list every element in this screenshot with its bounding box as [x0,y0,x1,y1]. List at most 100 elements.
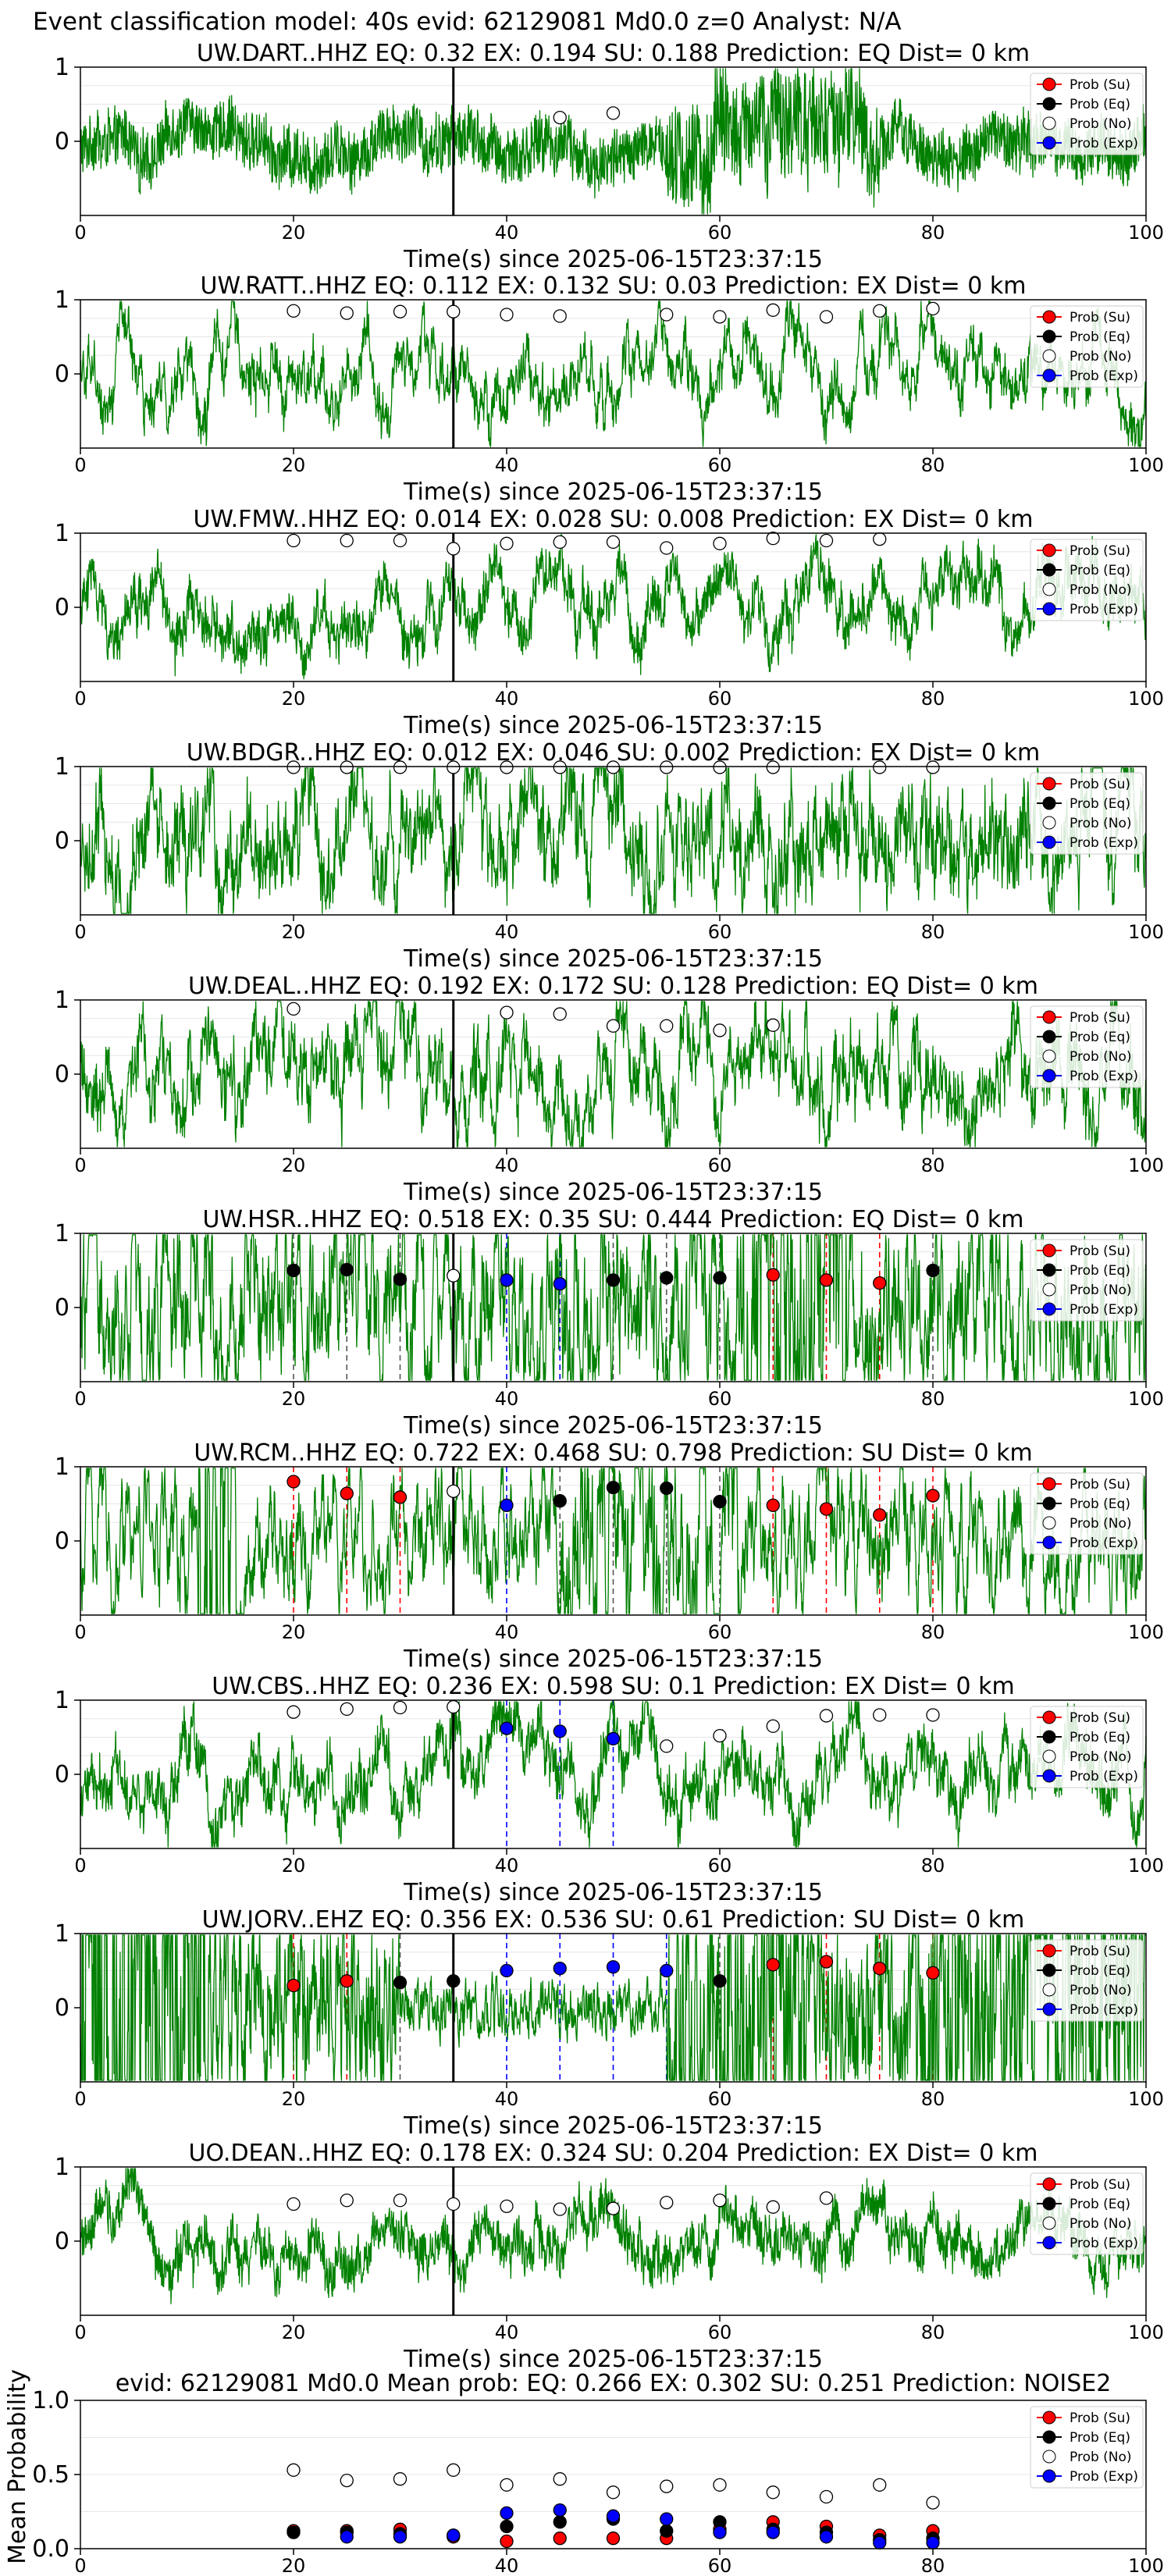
su-mean-marker [500,2534,514,2549]
legend-label: Prob (Eq) [1070,563,1130,578]
noise-prob-marker [926,301,940,316]
noise-mean-marker [660,2479,674,2493]
noise-prob-marker [500,1005,514,1019]
x-tick-label: 80 [921,1621,945,1643]
legend-marker [1042,1730,1056,1744]
legend-label: Prob (Su) [1070,1010,1130,1026]
noise-prob-marker [873,304,887,318]
x-tick-label: 80 [921,921,945,943]
waveform-trace [80,2168,1147,2304]
figure-suptitle: Event classification model: 40s evid: 62… [33,8,902,36]
x-tick-label: 60 [708,1388,732,1410]
x-tick-label: 80 [921,688,945,710]
x-tick-label: 100 [1128,1155,1164,1176]
y-tick-label: 0 [55,1761,69,1788]
x-tick-label: 20 [282,688,306,710]
legend-panel-3: Prob (Su) Prob (Eq) Prob (No) Prob (Exp) [1030,539,1144,621]
su-prob-marker [287,1978,301,1993]
legend-panel-8: Prob (Su) Prob (Eq) Prob (No) Prob (Exp) [1030,1706,1144,1788]
legend-marker [1042,1749,1056,1763]
exp-prob-marker [553,1276,567,1291]
su-prob-marker [340,1486,354,1500]
legend-label: Prob (Exp) [1070,1069,1138,1084]
eq-mean-marker [287,2525,301,2539]
x-tick-label: 100 [1128,454,1164,476]
legend-marker [1042,1769,1056,1783]
exp-mean-marker [340,2530,354,2544]
noise-prob-marker [713,1728,727,1743]
waveform-trace [80,534,1147,680]
x-tick-label: 80 [921,2088,945,2110]
panel-title: UW.RCM..HHZ EQ: 0.722 EX: 0.468 SU: 0.79… [194,1439,1032,1467]
noise-prob-marker [393,304,408,318]
legend-marker [1042,1010,1056,1024]
noise-prob-marker [393,2194,408,2208]
exp-mean-marker [819,2530,834,2544]
x-tick-label: 60 [708,921,732,943]
noise-prob-marker [766,532,780,546]
x-axis-label: Time(s) since 2025-06-15T23:37:15 [403,1646,823,1673]
x-tick-label: 0 [74,222,86,244]
legend-label: Prob (No) [1070,2450,1132,2465]
legend-marker [1042,543,1056,557]
legend-marker [1042,368,1056,382]
legend-label: Prob (No) [1070,1516,1132,1532]
legend-marker [1042,816,1056,830]
x-tick-label: 80 [921,1855,945,1877]
noise-prob-marker [606,535,621,550]
noise-prob-marker [766,303,780,317]
y-tick-label: 0 [55,2228,69,2255]
x-tick-label: 0 [74,454,86,476]
y-tick-label: 0 [55,128,69,155]
noise-prob-marker [766,1719,780,1733]
legend-marker [1042,116,1056,130]
x-tick-label: 40 [495,921,519,943]
noise-prob-marker [819,1709,834,1723]
x-tick-label: 0 [74,2555,86,2576]
eq-prob-marker [926,1263,940,1278]
legend-label: Prob (Eq) [1070,1963,1130,1979]
eq-prob-marker [447,1974,461,1988]
x-tick-label: 40 [495,1855,519,1877]
x-tick-label: 60 [708,2555,732,2576]
noise-mean-marker [287,2463,301,2477]
su-prob-marker [766,1268,780,1282]
legend-box [1030,73,1144,155]
waveform-trace [80,1934,1147,2081]
x-tick-label: 80 [921,2555,945,2576]
noise-prob-marker [819,310,834,324]
x-tick-label: 0 [74,1855,86,1877]
eq-prob-marker [713,1271,727,1285]
exp-mean-marker [660,2512,674,2526]
x-tick-label: 40 [495,2322,519,2343]
x-tick-label: 100 [1128,1855,1164,1877]
legend-label: Prob (Eq) [1070,97,1130,112]
y-tick-label: 1 [55,1687,69,1714]
x-tick-label: 60 [708,454,732,476]
legend-label: Prob (Eq) [1070,1263,1130,1279]
x-tick-label: 20 [282,2322,306,2343]
legend-marker [1042,1263,1056,1277]
exp-prob-marker [500,1721,514,1735]
legend-label: Prob (Exp) [1070,1302,1138,1318]
legend-label: Prob (Eq) [1070,329,1130,345]
mean-panel-title: evid: 62129081 Md0.0 Mean prob: EQ: 0.26… [116,2370,1112,2397]
mean-probability-panel: evid: 62129081 Md0.0 Mean prob: EQ: 0.26… [4,2369,1164,2576]
noise-prob-marker [340,306,354,320]
waveform-trace [80,1701,1147,1848]
su-prob-marker [873,1961,887,1976]
legend-label: Prob (Exp) [1070,2236,1138,2251]
waveform-panel-2: UW.RATT..HHZ EQ: 0.112 EX: 0.132 SU: 0.0… [55,272,1164,506]
legend-marker [1042,1983,1056,1997]
noise-prob-marker [553,760,567,774]
legend-marker [1042,2177,1056,2191]
noise-prob-marker [447,760,461,774]
legend-label: Prob (No) [1070,349,1132,365]
noise-prob-marker [500,536,514,550]
exp-mean-marker [393,2530,408,2544]
exp-mean-marker [713,2525,727,2539]
x-tick-label: 80 [921,1388,945,1410]
x-tick-label: 60 [708,1621,732,1643]
noise-prob-marker [766,760,780,774]
legend-label: Prob (No) [1070,1983,1132,1998]
